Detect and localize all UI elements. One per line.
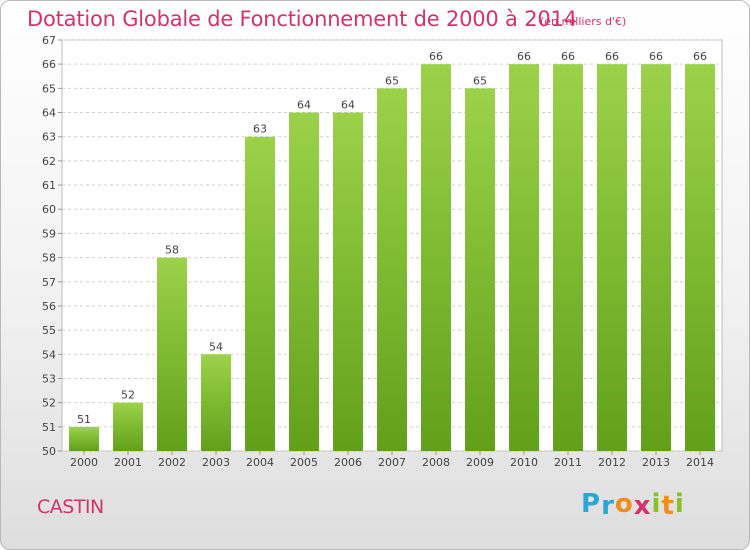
bars: 51 52 58 54 63 64 64 65 66 65 66 66 66 66 66 — [69, 50, 715, 452]
x-tick-label: 2004 — [246, 456, 274, 469]
y-tick-label: 56 — [42, 300, 56, 313]
y-tick-label: 51 — [42, 421, 56, 434]
bar-2002 — [157, 257, 187, 451]
y-axis-ticks: 50 51 52 53 54 55 56 57 58 59 60 61 62 63 64 65 66 67 — [42, 34, 62, 458]
y-tick-label: 53 — [42, 372, 56, 385]
logo-letter: x — [633, 491, 652, 521]
x-tick-label: 2012 — [598, 456, 626, 469]
bar-value-label: 54 — [209, 340, 223, 353]
x-tick-label: 2014 — [686, 456, 714, 469]
x-tick-label: 2002 — [158, 456, 186, 469]
unit-note: (en milliers d'€) — [540, 15, 627, 28]
chart-title: Dotation Globale de Fonctionnement de 20… — [27, 7, 577, 31]
bar-value-label: 64 — [297, 99, 311, 112]
x-tick-label: 2006 — [334, 456, 362, 469]
x-tick-label: 2009 — [466, 456, 494, 469]
bar-2001 — [113, 402, 143, 451]
x-tick-label: 2003 — [202, 456, 230, 469]
y-tick-label: 54 — [42, 348, 56, 361]
y-tick-label: 58 — [42, 252, 56, 265]
y-tick-label: 67 — [42, 34, 56, 47]
y-tick-label: 61 — [42, 179, 56, 192]
x-tick-label: 2005 — [290, 456, 318, 469]
bar-value-label: 51 — [77, 413, 91, 426]
bar-value-label: 65 — [473, 74, 487, 87]
logo-letter: i — [674, 489, 685, 519]
logo-letter: i — [651, 489, 662, 519]
bar-2013 — [641, 64, 671, 452]
y-tick-label: 64 — [42, 107, 56, 120]
bar-2012 — [597, 64, 627, 452]
y-tick-label: 62 — [42, 155, 56, 168]
x-tick-label: 2001 — [114, 456, 142, 469]
y-tick-label: 60 — [42, 203, 56, 216]
x-tick-label: 2007 — [378, 456, 406, 469]
x-tick-label: 2008 — [422, 456, 450, 469]
bar-value-label: 66 — [517, 50, 531, 63]
bar-value-label: 58 — [165, 244, 179, 257]
proxiti-logo: Proxiti — [581, 489, 685, 521]
bar-value-label: 64 — [341, 99, 355, 112]
bar-value-label: 65 — [385, 74, 399, 87]
bar-2004 — [245, 136, 275, 452]
bar-2014 — [685, 64, 715, 452]
bar-value-label: 66 — [693, 50, 707, 63]
bar-2000 — [69, 426, 99, 451]
commune-name: CASTIN — [37, 496, 104, 518]
bar-2008 — [421, 64, 451, 452]
bar-value-label: 66 — [561, 50, 575, 63]
x-tick-label: 2010 — [510, 456, 538, 469]
logo-letter: r — [601, 491, 615, 521]
y-tick-label: 57 — [42, 276, 56, 289]
y-tick-label: 50 — [42, 445, 56, 458]
bar-2005 — [289, 112, 319, 451]
x-tick-label: 2011 — [554, 456, 582, 469]
bar-2010 — [509, 64, 539, 452]
logo-letter: o — [614, 489, 634, 519]
bar-2003 — [201, 354, 231, 451]
bar-value-label: 66 — [605, 50, 619, 63]
bar-value-label: 66 — [649, 50, 663, 63]
y-tick-label: 65 — [42, 82, 56, 95]
x-tick-label: 2000 — [70, 456, 98, 469]
bar-2011 — [553, 64, 583, 452]
bar-value-label: 63 — [253, 123, 267, 136]
y-tick-label: 52 — [42, 397, 56, 410]
bar-2007 — [377, 88, 407, 452]
bar-2006 — [333, 112, 363, 451]
y-tick-label: 66 — [42, 58, 56, 71]
logo-letter: t — [661, 491, 675, 521]
logo-letter: P — [581, 489, 602, 519]
bar-2009 — [465, 88, 495, 452]
x-tick-label: 2013 — [642, 456, 670, 469]
y-tick-label: 63 — [42, 131, 56, 144]
x-axis-ticks: 2000 2001 2002 2003 2004 2005 2006 2007 2008 2009… — [70, 451, 714, 469]
y-tick-label: 59 — [42, 227, 56, 240]
bar-value-label: 66 — [429, 50, 443, 63]
y-tick-label: 55 — [42, 324, 56, 337]
bar-value-label: 52 — [121, 389, 135, 402]
